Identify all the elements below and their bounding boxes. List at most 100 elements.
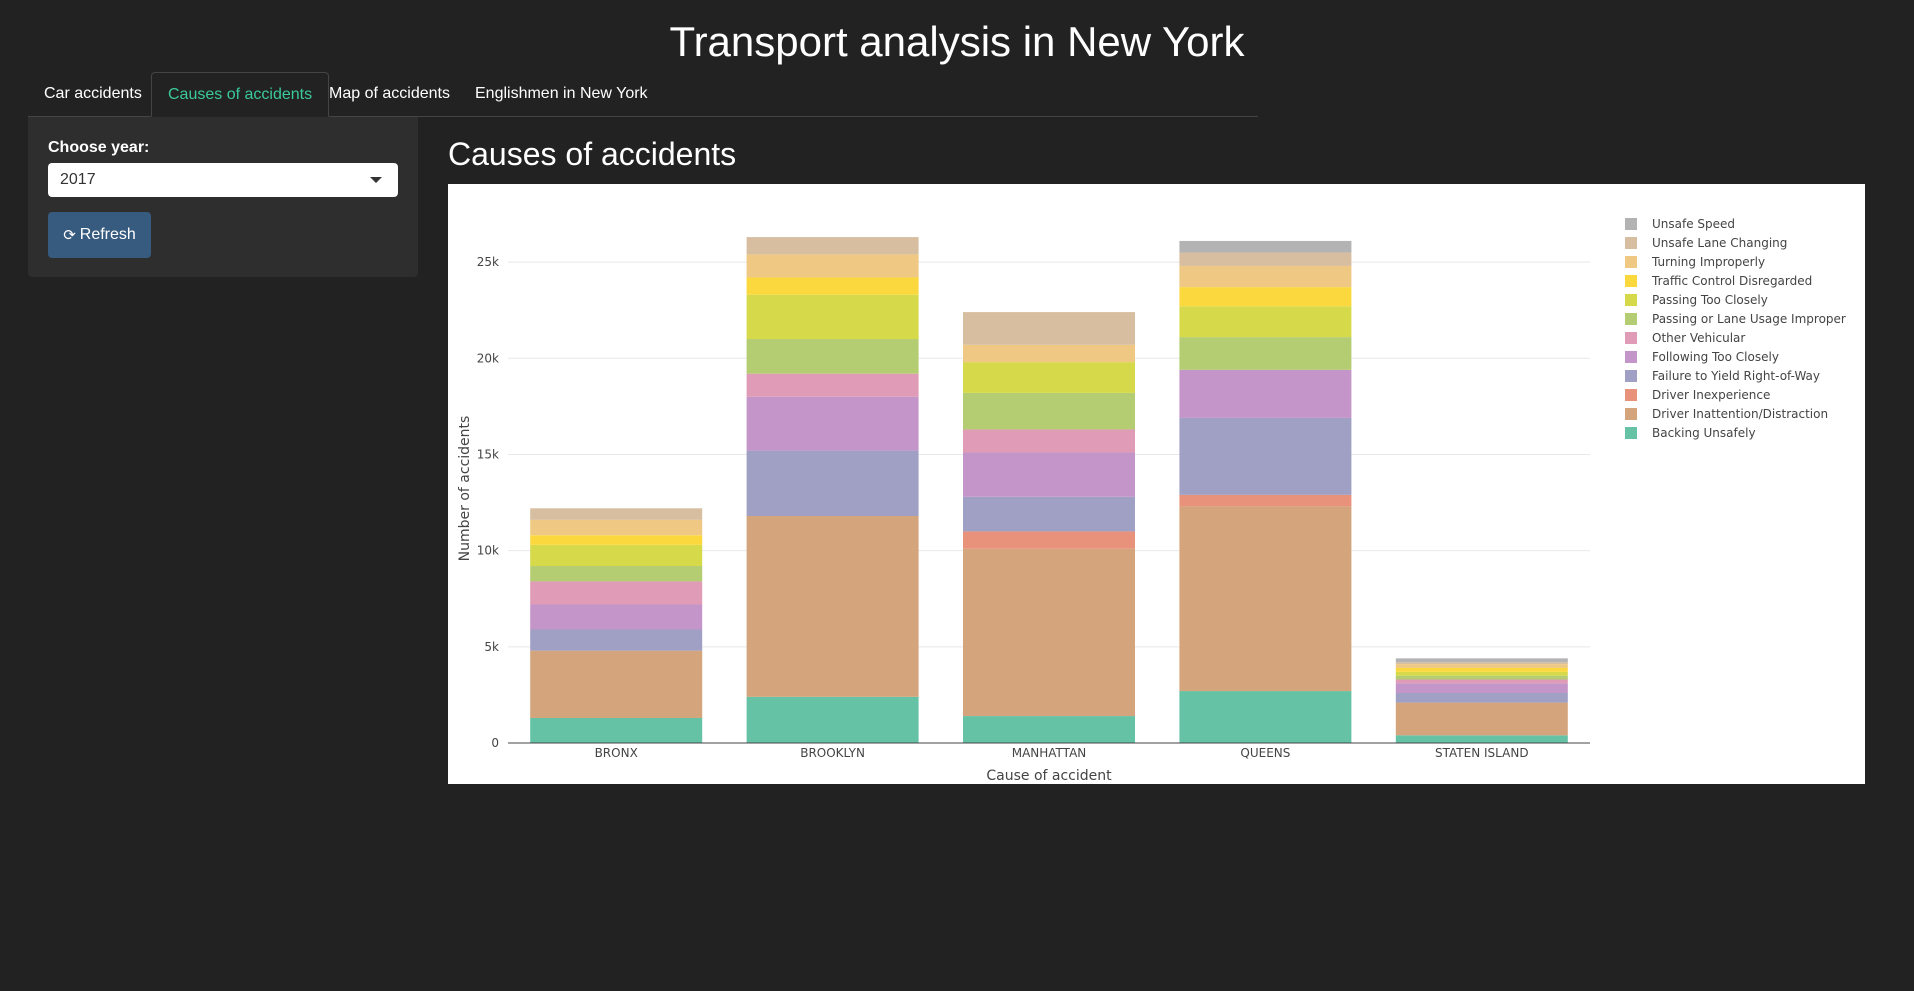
- bar-segment: [1179, 252, 1352, 266]
- bar-segment: [1179, 265, 1352, 288]
- bar-segment: [963, 312, 1135, 345]
- bar-segment: [1179, 306, 1352, 338]
- bar-segment: [530, 604, 703, 630]
- legend-item-label: Traffic Control Disregarded: [1651, 274, 1812, 288]
- section-title: Causes of accidents: [448, 136, 737, 172]
- bar-segment: [963, 548, 1135, 717]
- legend-item-label: Turning Improperly: [1651, 255, 1765, 269]
- sidebar-panel: Choose year: 2017 ⟳ Refresh: [28, 117, 418, 277]
- x-tick-label: BRONX: [595, 746, 638, 760]
- tab-causes-of-accidents[interactable]: Causes of accidents: [151, 72, 330, 117]
- x-tick-label: QUEENS: [1240, 746, 1290, 760]
- bar-segment: [746, 294, 919, 340]
- bar-segment: [1179, 369, 1352, 418]
- chevron-down-icon: [370, 177, 382, 183]
- bar-segment: [963, 429, 1135, 453]
- bar-segment: [746, 373, 919, 397]
- bar-segment: [746, 396, 919, 451]
- bar-segment: [963, 496, 1135, 532]
- legend-item-label: Failure to Yield Right-of-Way: [1652, 369, 1820, 383]
- legend-swatch: [1625, 389, 1637, 401]
- tab-bar: Car accidents Causes of accidents Map of…: [28, 72, 1258, 117]
- legend-swatch: [1625, 313, 1637, 325]
- bar-segment: [1179, 287, 1352, 307]
- bar-segment: [1395, 667, 1568, 672]
- legend-swatch: [1625, 408, 1637, 420]
- refresh-button[interactable]: ⟳ Refresh: [48, 212, 151, 258]
- bar-segment: [1395, 679, 1568, 684]
- legend-swatch: [1625, 275, 1637, 287]
- refresh-button-label: Refresh: [79, 226, 136, 243]
- bar-segment: [530, 717, 703, 743]
- y-axis-title: Number of accidents: [457, 416, 473, 562]
- legend-item-label: Unsafe Lane Changing: [1652, 236, 1787, 250]
- bar-segment: [1395, 671, 1568, 676]
- bar-segment: [530, 629, 703, 651]
- bar-segment: [1395, 735, 1568, 743]
- legend-swatch: [1625, 332, 1637, 344]
- y-tick-label: 15k: [477, 447, 499, 461]
- year-label: Choose year:: [48, 139, 150, 156]
- bar-segment: [746, 277, 919, 295]
- bar-segment: [1179, 337, 1352, 370]
- bar-segment: [746, 339, 919, 374]
- bar-segment: [530, 581, 703, 605]
- bar-segment: [963, 344, 1135, 363]
- bar-segment: [1395, 664, 1568, 668]
- year-select[interactable]: 2017: [48, 163, 398, 197]
- legend-item-label: Backing Unsafely: [1652, 426, 1756, 440]
- legend-item-label: Passing Too Closely: [1652, 293, 1768, 307]
- bar-segment: [746, 450, 919, 517]
- legend-item-label: Following Too Closely: [1652, 350, 1779, 364]
- bar-segment: [530, 519, 703, 536]
- bar-segment: [530, 566, 703, 582]
- bar-segment: [1395, 662, 1568, 665]
- legend-swatch: [1625, 370, 1637, 382]
- bar-segment: [530, 535, 703, 545]
- bar-segment: [963, 716, 1135, 743]
- legend-swatch: [1625, 218, 1637, 230]
- legend-swatch: [1625, 294, 1637, 306]
- bar-segment: [530, 650, 703, 718]
- bar-segment: [746, 696, 919, 743]
- bar-segment: [746, 254, 919, 278]
- bar-segment: [746, 237, 919, 255]
- legend-swatch: [1625, 237, 1637, 249]
- bar-segment: [1179, 506, 1352, 692]
- legend-item-label: Other Vehicular: [1652, 331, 1745, 345]
- x-tick-label: STATEN ISLAND: [1435, 746, 1529, 760]
- bar-segment: [963, 531, 1135, 549]
- bar-segment: [1395, 683, 1568, 693]
- legend-item-label: Driver Inattention/Distraction: [1652, 407, 1828, 421]
- bar-segment: [1179, 417, 1352, 495]
- y-tick-label: 10k: [477, 544, 499, 558]
- year-select-value: 2017: [60, 171, 96, 188]
- x-tick-label: BROOKLYN: [800, 746, 865, 760]
- legend-item-label: Passing or Lane Usage Improper: [1652, 312, 1846, 326]
- bar-segment: [530, 544, 703, 567]
- y-tick-label: 20k: [477, 351, 499, 365]
- bar-segment: [1395, 658, 1568, 663]
- bar-segment: [1179, 494, 1352, 507]
- bar-segment: [963, 452, 1135, 497]
- y-tick-label: 0: [491, 736, 499, 750]
- y-tick-label: 25k: [477, 255, 499, 269]
- bar-segment: [746, 516, 919, 697]
- bar-segment: [1395, 692, 1568, 703]
- bar-segment: [1179, 240, 1352, 253]
- tab-map-of-accidents[interactable]: Map of accidents: [329, 85, 450, 102]
- chart-svg: 0 5k 10k 15k 20k 25k BRONX BROOKLYN MANHATTAN QUE…: [457, 217, 1846, 784]
- tab-englishmen-in-new-york[interactable]: Englishmen in New York: [475, 85, 648, 102]
- bar-segment: [1395, 702, 1568, 736]
- bar-segment: [1179, 691, 1352, 743]
- bar-segment: [963, 392, 1135, 430]
- legend-swatch: [1625, 256, 1637, 268]
- legend-item-label: Driver Inexperience: [1652, 388, 1770, 402]
- legend-swatch: [1625, 427, 1637, 439]
- legend-swatch: [1625, 351, 1637, 363]
- tab-car-accidents[interactable]: Car accidents: [44, 85, 142, 102]
- bar-segment: [963, 362, 1135, 393]
- stacked-bar-chart: 0 5k 10k 15k 20k 25k BRONX BROOKLYN MANHATTAN QUE…: [448, 184, 1865, 784]
- x-tick-label: MANHATTAN: [1012, 746, 1087, 760]
- refresh-icon: ⟳: [63, 226, 76, 244]
